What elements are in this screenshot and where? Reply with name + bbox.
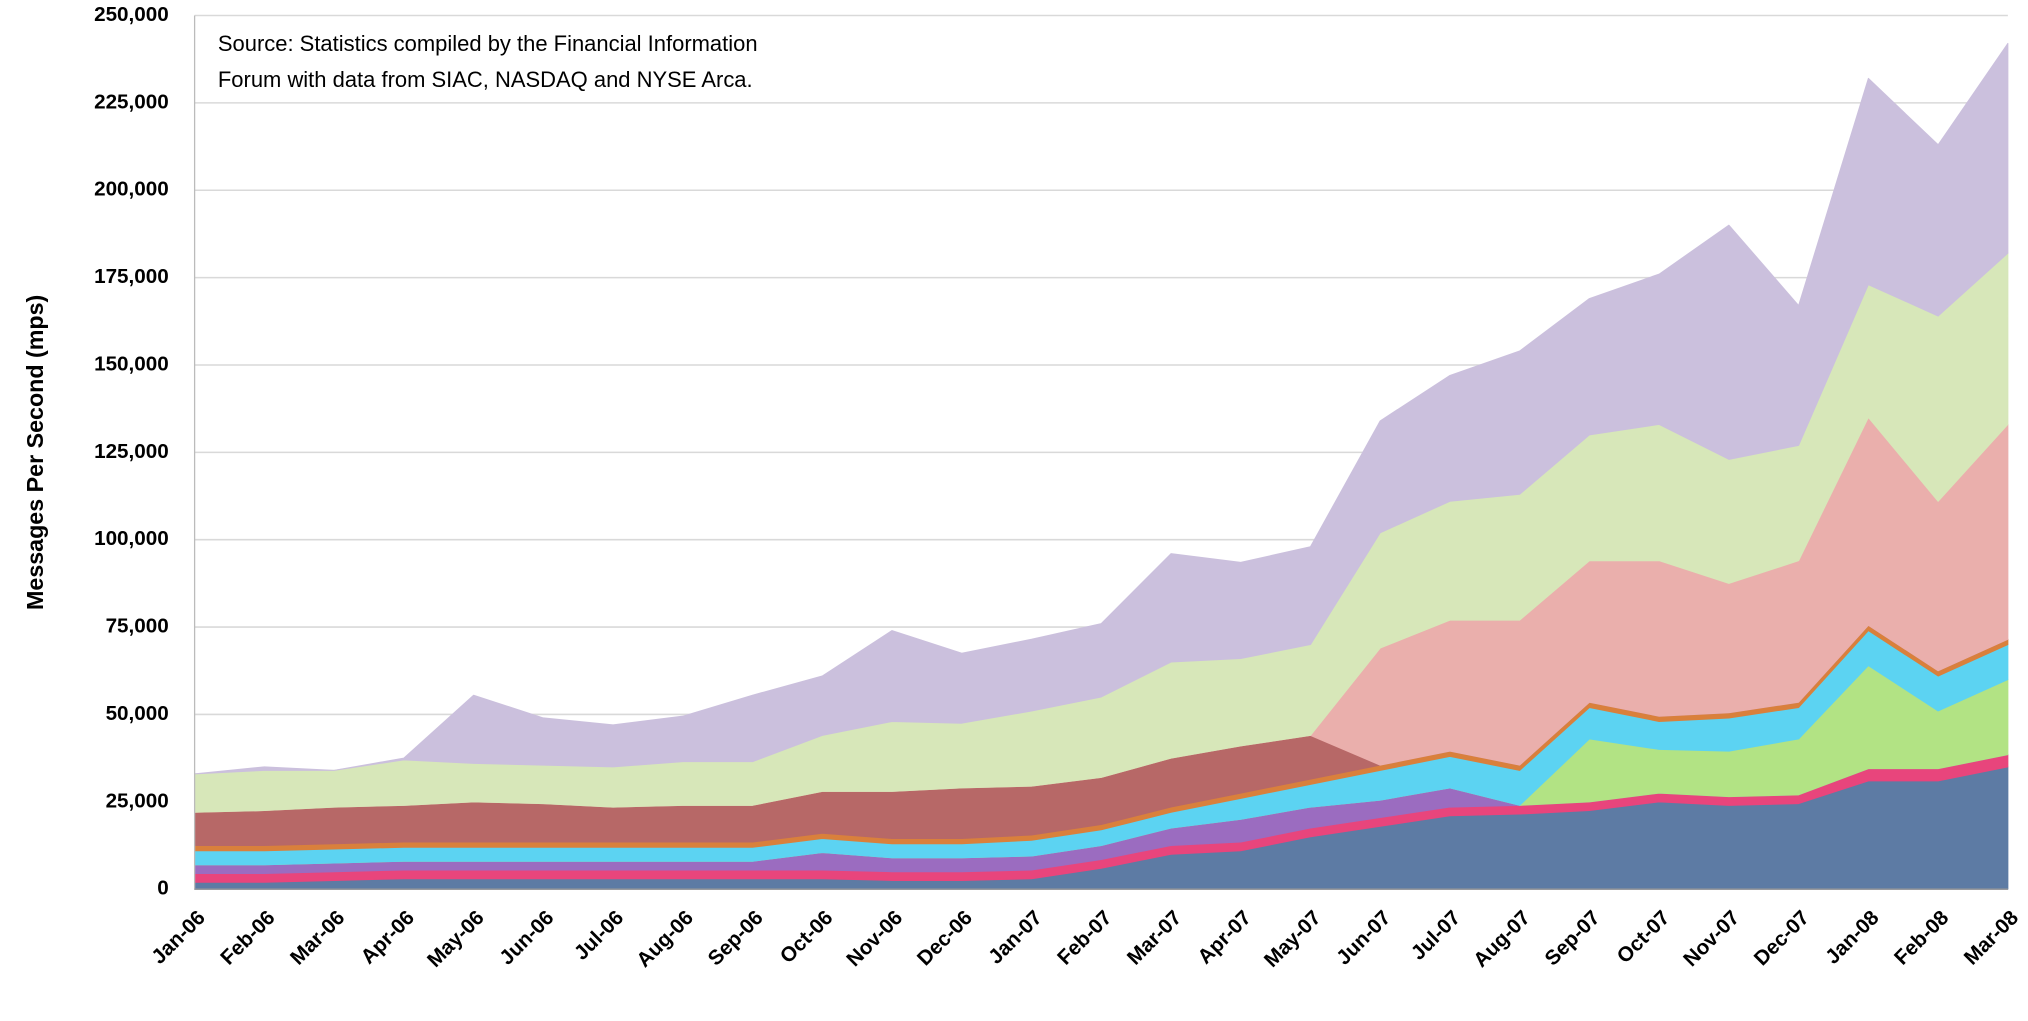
- y-tick-label: 150,000: [94, 352, 169, 375]
- y-tick-label: 125,000: [94, 440, 169, 463]
- y-tick-label: 250,000: [94, 3, 169, 26]
- y-tick-label: 200,000: [94, 178, 169, 201]
- annotation: Source: Statistics compiled by the Finan…: [218, 31, 758, 56]
- y-tick-label: 0: [157, 877, 169, 900]
- y-tick-label: 25,000: [106, 789, 169, 812]
- y-tick-label: 50,000: [106, 702, 169, 725]
- y-tick-label: 175,000: [94, 265, 169, 288]
- y-tick-label: 100,000: [94, 527, 169, 550]
- y-tick-label: 225,000: [94, 90, 169, 113]
- y-tick-label: 75,000: [106, 615, 169, 638]
- areas: [194, 42, 2009, 890]
- annotation: Forum with data from SIAC, NASDAQ and NY…: [218, 67, 753, 92]
- area: [194, 42, 2009, 775]
- y-axis-label: Messages Per Second (mps): [22, 295, 48, 610]
